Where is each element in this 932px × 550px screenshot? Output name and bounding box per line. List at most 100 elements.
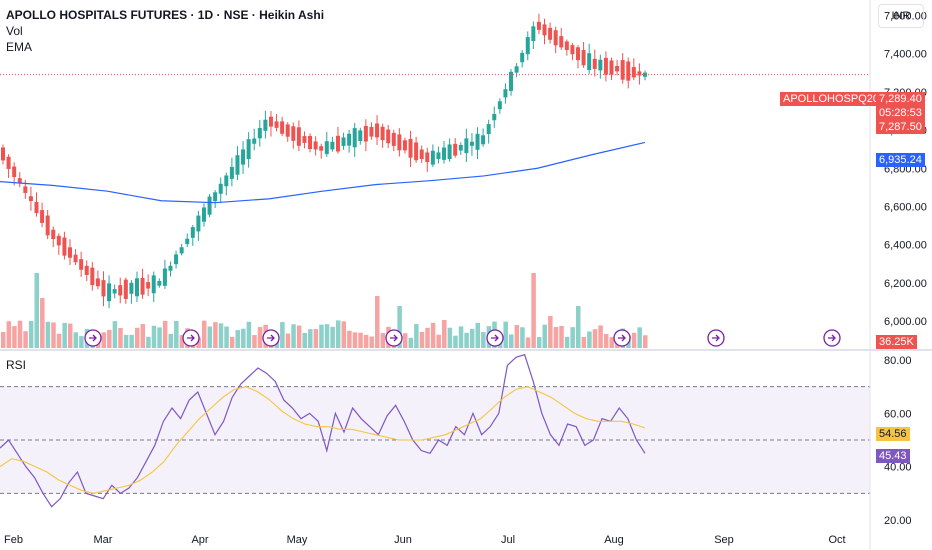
volume-bar: [430, 322, 436, 348]
price-tick-label: 7,400.00: [884, 49, 927, 61]
candle-body: [257, 128, 262, 139]
candle-body: [157, 281, 162, 286]
volume-bar: [218, 323, 224, 348]
candle-body: [263, 119, 268, 131]
candle-body: [190, 227, 195, 238]
volume-bar: [224, 326, 229, 348]
volume-bar: [352, 332, 358, 348]
volume-bar: [525, 337, 531, 348]
event-arrow: [712, 334, 720, 342]
earnings-event-icon: [385, 329, 403, 347]
chart-title[interactable]: APOLLO HOSPITALS FUTURES · 1D · NSE · He…: [6, 8, 325, 22]
candle-body: [185, 238, 190, 245]
candle-body: [79, 259, 84, 270]
candle-body: [335, 135, 340, 152]
volume-bar: [402, 333, 408, 348]
volume-bar: [174, 320, 179, 348]
earnings-event-icon: [262, 329, 280, 347]
volume-value-tag: 36.25K: [876, 335, 917, 349]
earnings-event-icon: [707, 329, 725, 347]
candle-body: [17, 178, 22, 184]
open-price-tag: 7,287.50: [876, 120, 925, 134]
event-arrow: [828, 334, 836, 342]
volume-bar: [1, 332, 6, 348]
rsi-legend[interactable]: RSI: [6, 358, 27, 372]
volume-legend[interactable]: Vol: [6, 24, 23, 38]
candle-body: [56, 235, 61, 246]
candle-body: [67, 247, 72, 258]
volume-bar: [140, 324, 146, 348]
volume-bar: [419, 331, 425, 348]
candle-body: [486, 124, 491, 135]
volume-bar: [17, 320, 23, 348]
volume-bar: [380, 333, 386, 348]
volume-bar: [146, 336, 151, 348]
candle-body: [62, 237, 67, 256]
volume-bar: [40, 298, 45, 348]
candle-body: [1, 147, 5, 161]
volume-bar: [531, 273, 536, 348]
currency-button[interactable]: INR: [878, 4, 924, 28]
volume-bar: [241, 328, 246, 348]
candle-body: [118, 285, 123, 296]
candle-body: [587, 53, 592, 71]
volume-bar: [341, 321, 347, 348]
candle-body: [229, 166, 234, 179]
candle-body: [101, 280, 106, 297]
volume-bar: [447, 327, 453, 348]
candle-body: [548, 27, 553, 40]
candle-body: [291, 126, 296, 141]
candle-body: [553, 30, 558, 46]
candle-body: [402, 140, 407, 151]
volume-bar: [257, 327, 263, 348]
volume-bar: [397, 306, 402, 348]
candle-body: [492, 113, 497, 121]
volume-bar: [313, 329, 319, 348]
candle-body: [363, 125, 368, 142]
candle-body: [436, 152, 441, 159]
volume-bar: [324, 324, 330, 348]
candle-body: [95, 278, 100, 287]
volume-bar: [12, 326, 17, 348]
volume-bar: [564, 336, 570, 348]
rsi-value-tag: 45.43: [876, 449, 910, 463]
volume-bar: [414, 324, 419, 348]
candle-body: [525, 37, 530, 55]
candle-body: [464, 138, 469, 154]
rsi-line: [0, 353, 646, 508]
candle-body: [196, 215, 201, 232]
volume-bar: [453, 335, 458, 348]
volume-bar: [123, 334, 129, 348]
price-tick-label: 6,400.00: [884, 240, 927, 252]
candle-body: [430, 150, 435, 165]
candle-body: [235, 155, 240, 175]
candle-body: [598, 59, 603, 71]
candle-body: [207, 196, 212, 215]
ema-legend[interactable]: EMA: [6, 40, 33, 54]
candle-body: [414, 142, 419, 161]
candle-body: [386, 129, 391, 144]
event-markers: [84, 329, 841, 347]
candle-body: [174, 254, 179, 265]
volume-bar: [134, 327, 140, 348]
candle-body: [12, 166, 17, 178]
time-tick-label: Mar: [94, 534, 113, 546]
candle-body: [408, 138, 413, 158]
volume-bar: [603, 333, 609, 348]
volume-bar: [536, 337, 542, 348]
candle-body: [201, 207, 206, 222]
candle-body: [442, 147, 447, 160]
volume-bar: [548, 316, 553, 348]
countdown-tag: 05:28:53: [876, 106, 925, 120]
volume-bar: [369, 336, 374, 348]
price-tick-label: 6,000.00: [884, 316, 927, 328]
candle-body: [285, 124, 290, 137]
earnings-event-icon: [823, 329, 841, 347]
candle-body: [509, 71, 514, 91]
event-arrow: [491, 334, 499, 342]
event-arrow: [267, 334, 275, 342]
candle-body: [352, 128, 357, 148]
candle-body: [107, 283, 112, 302]
ema-value-tag: 6,935.24: [876, 153, 925, 167]
